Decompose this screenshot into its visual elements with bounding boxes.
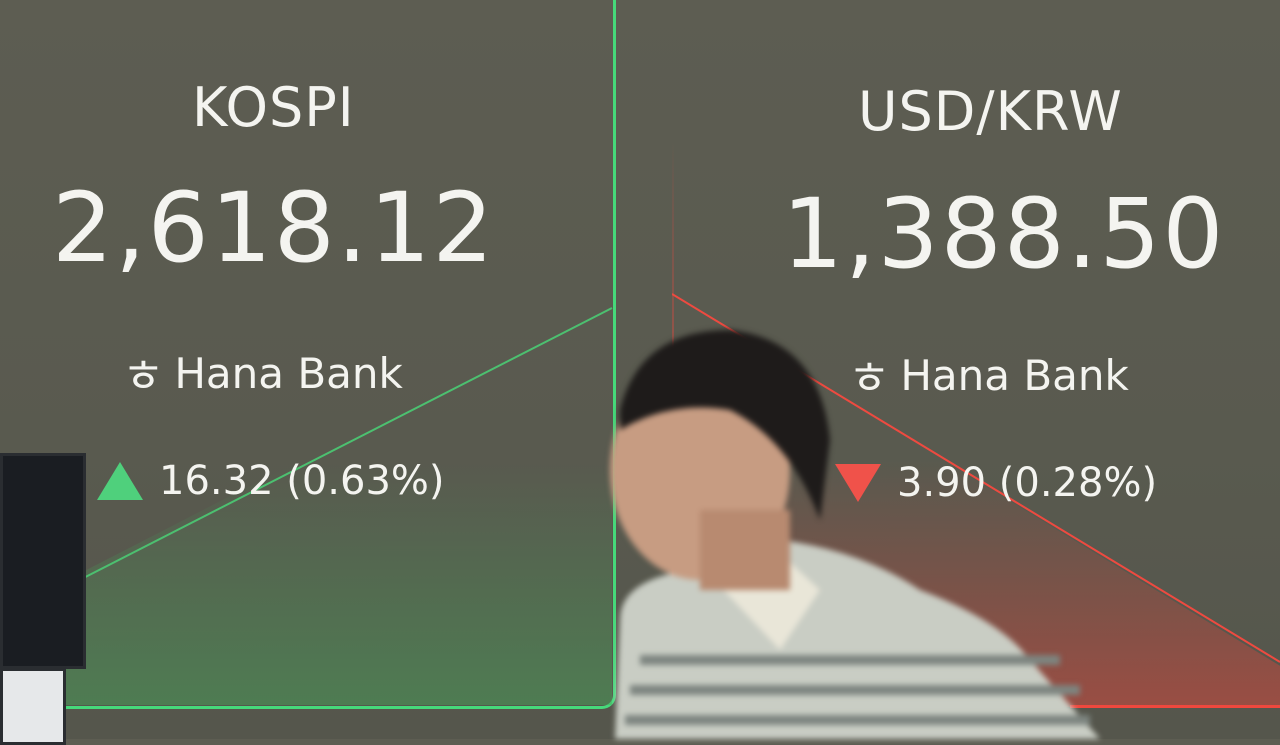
kospi-trend-line — [60, 307, 613, 591]
up-triangle-icon — [97, 462, 143, 500]
kospi-brand-name: Hana Bank — [174, 348, 403, 398]
kospi-change-text: 16.32 (0.63%) — [159, 458, 445, 504]
usdkrw-value: 1,388.50 — [782, 178, 1226, 290]
kospi-brand: ㅎ Hana Bank — [122, 340, 403, 406]
kospi-panel-border — [58, 0, 616, 709]
usdkrw-panel-border — [1070, 705, 1280, 708]
kospi-value: 2,618.12 — [52, 172, 496, 284]
usdkrw-brand-name: Hana Bank — [900, 350, 1129, 400]
hana-logo-icon: ㅎ — [848, 351, 891, 405]
usdkrw-brand: ㅎ Hana Bank — [848, 342, 1129, 408]
person-figure — [610, 330, 1100, 739]
usdkrw-change: 3.90 (0.28%) — [835, 460, 1157, 506]
kospi-change: 16.32 (0.63%) — [97, 458, 445, 504]
kospi-title: KOSPI — [192, 76, 355, 139]
usdkrw-change-text: 3.90 (0.28%) — [897, 460, 1158, 506]
trading-monitor — [0, 453, 86, 669]
down-triangle-icon — [835, 464, 881, 502]
usdkrw-title: USD/KRW — [858, 80, 1123, 143]
hana-logo-icon: ㅎ — [122, 349, 165, 403]
trading-monitor-small — [0, 668, 66, 745]
